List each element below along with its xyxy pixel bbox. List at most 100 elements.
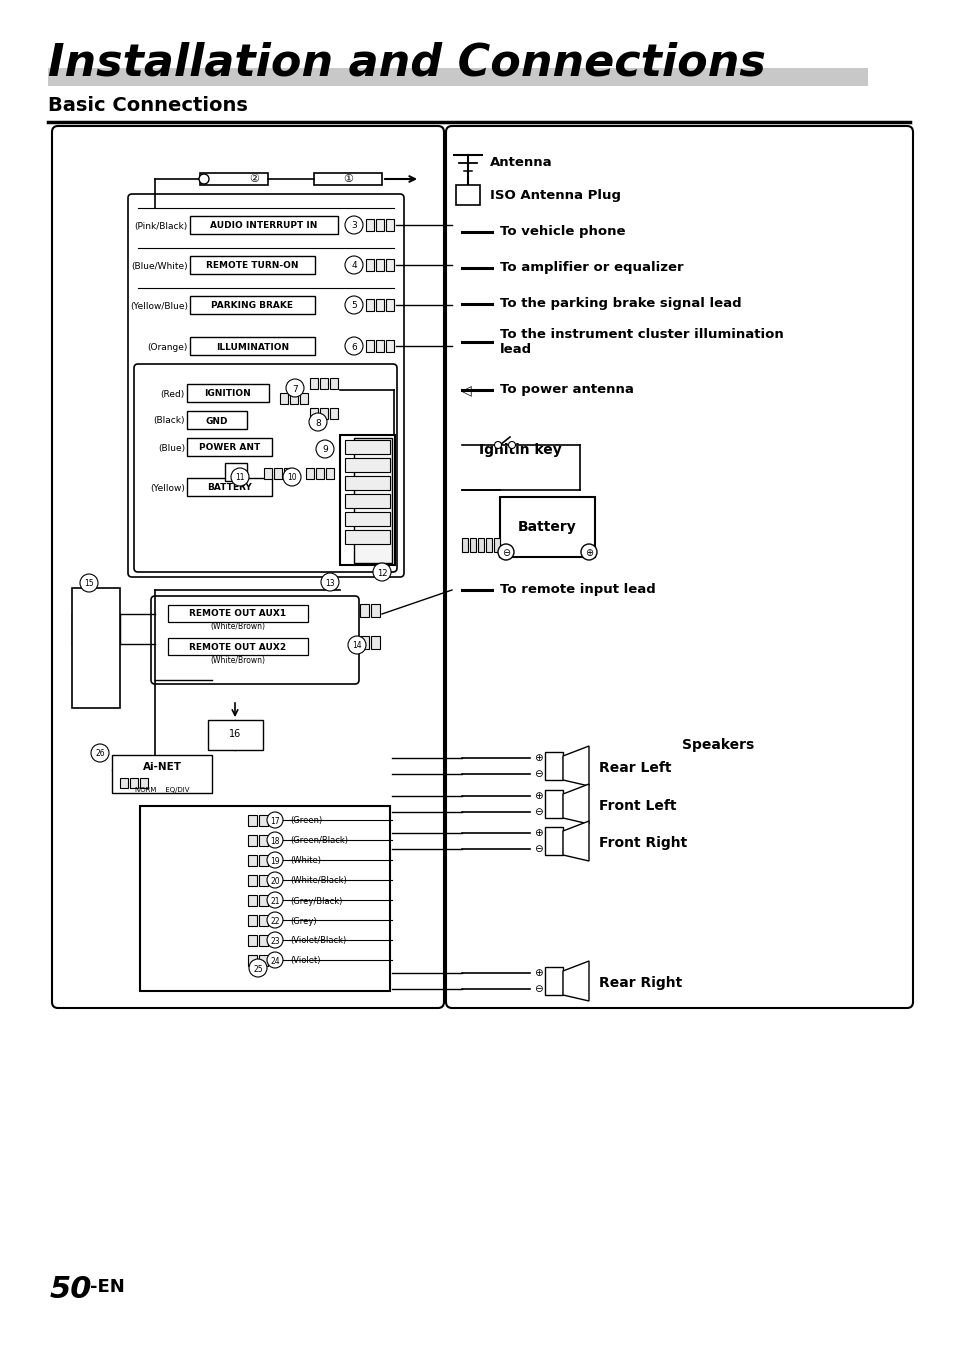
Text: Front Left: Front Left [598, 799, 676, 813]
Bar [366, 340, 374, 352]
Text: 22: 22 [270, 917, 279, 926]
Text: (Orange): (Orange) [148, 342, 188, 352]
Text: ⊕: ⊕ [534, 791, 542, 801]
Text: ◁: ◁ [460, 383, 471, 398]
Bar [258, 875, 268, 886]
Text: ⊖: ⊖ [534, 768, 542, 779]
Text: ⊖: ⊖ [534, 807, 542, 817]
Circle shape [508, 442, 515, 449]
Text: 8: 8 [314, 418, 320, 427]
Bar [314, 173, 381, 185]
Text: (Grey): (Grey) [290, 917, 316, 926]
Bar [375, 299, 384, 311]
Bar [366, 259, 374, 271]
Text: ISO Antenna Plug: ISO Antenna Plug [490, 189, 620, 201]
Text: -EN: -EN [90, 1278, 125, 1295]
Text: 15: 15 [84, 580, 93, 589]
Text: ⊕: ⊕ [534, 968, 542, 979]
Bar [386, 299, 394, 311]
Circle shape [345, 297, 363, 314]
Circle shape [267, 913, 283, 927]
Text: 6: 6 [351, 342, 356, 352]
Text: Ai-NET: Ai-NET [142, 762, 181, 772]
Bar [330, 408, 337, 419]
Text: POWER ANT: POWER ANT [198, 443, 260, 453]
Text: 7: 7 [292, 384, 297, 394]
Bar [190, 216, 337, 235]
Bar [359, 604, 369, 617]
Bar [461, 538, 468, 551]
Text: REMOTE TURN-ON: REMOTE TURN-ON [206, 262, 298, 271]
Circle shape [80, 574, 98, 592]
Bar [315, 468, 324, 479]
Circle shape [309, 412, 327, 431]
Circle shape [267, 931, 283, 948]
Bar [248, 875, 256, 886]
Text: 10: 10 [287, 473, 296, 483]
Text: Rear Left: Rear Left [598, 762, 671, 775]
Text: Basic Connections: Basic Connections [48, 96, 248, 115]
Text: AUDIO INTERRUPT IN: AUDIO INTERRUPT IN [210, 221, 317, 231]
Text: To power antenna: To power antenna [499, 383, 633, 396]
Circle shape [580, 545, 597, 559]
Bar [258, 915, 268, 926]
Polygon shape [562, 961, 588, 1002]
Text: ⊕: ⊕ [534, 828, 542, 838]
Text: 17: 17 [270, 817, 279, 825]
Bar [248, 834, 256, 847]
Bar [200, 173, 268, 185]
Text: BATTERY: BATTERY [207, 484, 252, 492]
Bar [208, 720, 263, 749]
Text: ①: ① [343, 174, 353, 183]
Polygon shape [562, 785, 588, 824]
Bar [140, 806, 390, 991]
Circle shape [283, 468, 301, 487]
Bar [470, 538, 476, 551]
Bar [330, 377, 337, 390]
Bar [299, 394, 308, 404]
Bar [544, 790, 562, 818]
Bar [386, 259, 394, 271]
Bar [339, 435, 395, 565]
Text: 4: 4 [351, 262, 356, 271]
Bar [168, 638, 308, 655]
Circle shape [249, 958, 267, 977]
Text: PARKING BRAKE: PARKING BRAKE [212, 302, 294, 310]
Text: 24: 24 [270, 957, 279, 965]
Bar [190, 337, 314, 355]
Text: 50: 50 [50, 1275, 92, 1304]
Text: REMOTE OUT AUX1: REMOTE OUT AUX1 [190, 609, 286, 619]
Bar [310, 408, 317, 419]
Bar [248, 915, 256, 926]
Text: (Yellow/Blue): (Yellow/Blue) [130, 302, 188, 310]
Bar [371, 636, 379, 648]
Text: (White/Brown): (White/Brown) [211, 655, 265, 665]
Text: 26: 26 [95, 749, 105, 759]
Bar [48, 67, 867, 86]
Polygon shape [562, 821, 588, 861]
FancyBboxPatch shape [133, 364, 396, 572]
Text: Ignitin key: Ignitin key [478, 443, 560, 457]
Bar [345, 493, 390, 508]
Bar [187, 384, 269, 402]
Bar [359, 636, 369, 648]
Text: ⊕: ⊕ [584, 549, 593, 558]
Bar [375, 218, 384, 231]
Text: 19: 19 [270, 856, 279, 865]
Bar [319, 377, 328, 390]
Bar [284, 468, 292, 479]
Text: (White/Black): (White/Black) [290, 876, 346, 886]
Bar [499, 497, 595, 557]
Text: (Grey/Black): (Grey/Black) [290, 896, 342, 906]
Text: 18: 18 [270, 837, 279, 845]
Bar [310, 377, 317, 390]
Bar [386, 218, 394, 231]
Text: Antenna: Antenna [490, 156, 552, 170]
Text: To vehicle phone: To vehicle phone [499, 225, 625, 239]
Text: 5: 5 [351, 302, 356, 310]
Bar [366, 218, 374, 231]
Bar [375, 340, 384, 352]
Bar [354, 438, 392, 563]
Bar [345, 530, 390, 545]
Text: 25: 25 [253, 965, 262, 973]
